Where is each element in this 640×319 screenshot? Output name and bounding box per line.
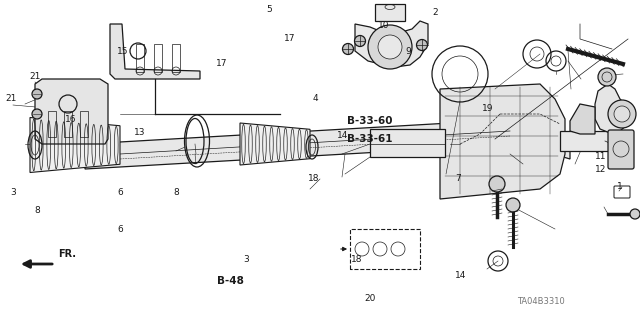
Polygon shape xyxy=(240,123,310,165)
Text: 10: 10 xyxy=(378,21,390,30)
Circle shape xyxy=(378,35,402,59)
Polygon shape xyxy=(375,4,405,21)
Text: 11: 11 xyxy=(595,152,606,161)
Polygon shape xyxy=(570,104,595,134)
Bar xyxy=(560,131,610,151)
Text: 12: 12 xyxy=(595,165,606,174)
Circle shape xyxy=(614,106,630,122)
Polygon shape xyxy=(110,24,200,79)
Text: 13: 13 xyxy=(134,128,145,137)
Text: 1: 1 xyxy=(617,182,622,191)
Text: 3: 3 xyxy=(244,256,249,264)
Circle shape xyxy=(368,25,412,69)
Polygon shape xyxy=(35,79,108,144)
Circle shape xyxy=(417,40,428,50)
Circle shape xyxy=(598,68,616,86)
Circle shape xyxy=(32,89,42,99)
Text: 3: 3 xyxy=(10,189,15,197)
Text: 21: 21 xyxy=(6,94,17,103)
Bar xyxy=(80,111,88,137)
Circle shape xyxy=(608,100,636,128)
Text: 6: 6 xyxy=(118,225,123,234)
Text: 14: 14 xyxy=(455,271,467,280)
Circle shape xyxy=(355,35,365,47)
FancyBboxPatch shape xyxy=(608,130,634,169)
Text: 17: 17 xyxy=(216,59,228,68)
Text: 8: 8 xyxy=(35,206,40,215)
Bar xyxy=(172,44,180,72)
Text: TA04B3310: TA04B3310 xyxy=(517,297,564,306)
Text: 19: 19 xyxy=(482,104,493,113)
Bar xyxy=(48,111,56,137)
Text: 9: 9 xyxy=(406,47,411,56)
Text: 2: 2 xyxy=(433,8,438,17)
Text: 21: 21 xyxy=(29,72,41,81)
Text: FR.: FR. xyxy=(58,249,76,259)
Circle shape xyxy=(32,109,42,119)
Bar xyxy=(370,129,445,157)
Circle shape xyxy=(342,43,353,55)
Text: 18: 18 xyxy=(351,256,363,264)
Text: 6: 6 xyxy=(118,189,123,197)
Circle shape xyxy=(630,209,640,219)
Circle shape xyxy=(489,176,505,192)
Polygon shape xyxy=(595,84,628,133)
Text: 5: 5 xyxy=(266,5,271,14)
Text: 16: 16 xyxy=(65,115,76,124)
Circle shape xyxy=(506,198,520,212)
Text: 4: 4 xyxy=(313,94,318,103)
Polygon shape xyxy=(440,84,565,199)
Text: B-33-61: B-33-61 xyxy=(347,134,393,144)
Bar xyxy=(154,44,162,72)
Text: B-48: B-48 xyxy=(217,276,244,286)
Text: 15: 15 xyxy=(117,47,129,56)
Polygon shape xyxy=(355,21,428,67)
Text: 17: 17 xyxy=(284,34,295,43)
Bar xyxy=(64,111,72,137)
Bar xyxy=(136,44,144,72)
Text: B-33-60: B-33-60 xyxy=(347,116,393,126)
Text: 14: 14 xyxy=(337,131,348,140)
Text: 18: 18 xyxy=(308,174,319,183)
Text: 20: 20 xyxy=(364,294,376,303)
Text: 7: 7 xyxy=(455,174,460,183)
Text: 8: 8 xyxy=(173,189,179,197)
Polygon shape xyxy=(30,117,120,173)
Polygon shape xyxy=(85,119,570,169)
